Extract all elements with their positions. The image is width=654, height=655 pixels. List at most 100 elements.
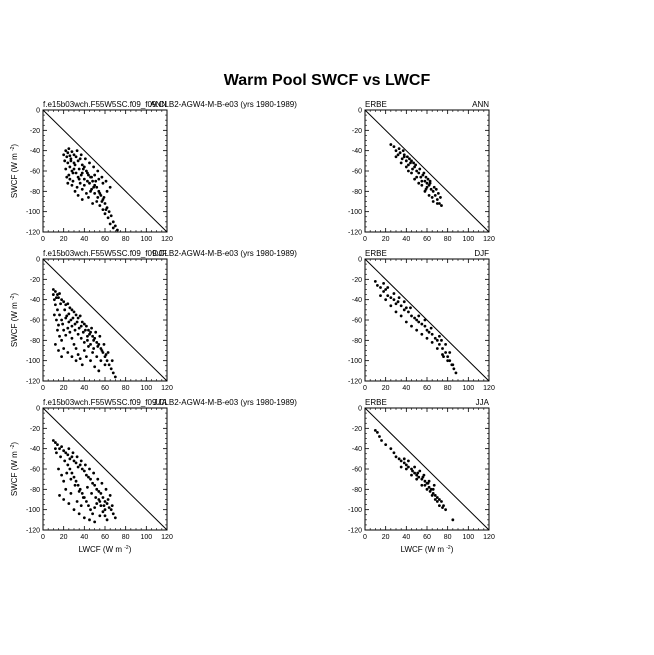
data-point: [68, 467, 72, 471]
data-point: [415, 477, 419, 481]
data-point: [414, 163, 418, 167]
data-point: [417, 181, 421, 185]
y-axis-label: SWCF (W m -2): [10, 442, 19, 497]
data-point: [399, 304, 403, 308]
data-point: [102, 504, 106, 507]
data-point: [60, 338, 63, 342]
data-point: [79, 459, 83, 463]
reference-line: [364, 258, 490, 382]
data-point: [68, 330, 72, 334]
data-point: [74, 479, 78, 483]
data-point: [432, 185, 436, 189]
data-point: [66, 181, 70, 185]
data-point: [58, 334, 61, 338]
data-point: [438, 202, 441, 205]
data-point: [75, 149, 79, 153]
y-tick-label: 0: [36, 108, 40, 115]
data-point: [71, 171, 75, 175]
data-point: [109, 367, 113, 371]
x-tick-label: 0: [363, 534, 367, 541]
data-point: [410, 473, 413, 477]
data-point: [451, 518, 455, 522]
reference-line: [42, 407, 168, 531]
data-point: [70, 336, 74, 340]
data-point: [64, 167, 68, 171]
data-point: [108, 222, 112, 226]
data-point: [108, 185, 112, 189]
y-tick-label: 0: [36, 406, 40, 413]
x-tick-label: 40: [80, 385, 88, 392]
data-point: [412, 161, 415, 165]
x-tick-label: 0: [41, 236, 45, 243]
data-point: [95, 502, 99, 505]
data-point: [75, 455, 79, 459]
data-point: [107, 506, 111, 510]
data-point: [64, 451, 68, 455]
y-tick-label: -40: [352, 148, 362, 155]
data-point: [65, 314, 69, 318]
data-point: [399, 459, 403, 463]
data-point: [384, 288, 388, 291]
data-point: [56, 328, 59, 332]
data-point: [64, 487, 68, 491]
data-point: [386, 286, 390, 289]
y-tick-label: -80: [30, 487, 40, 494]
data-point: [57, 349, 60, 352]
data-point: [416, 471, 420, 475]
data-point: [397, 457, 401, 461]
data-point: [418, 167, 422, 171]
data-point: [86, 485, 89, 489]
data-point: [423, 483, 427, 487]
data-point: [444, 343, 447, 346]
x-tick-label: 40: [402, 236, 410, 243]
x-tick-label: 40: [402, 534, 410, 541]
data-point: [379, 294, 382, 297]
y-tick-label: -60: [30, 318, 40, 325]
data-point: [425, 487, 429, 491]
data-point: [103, 514, 107, 518]
data-point: [396, 153, 400, 157]
data-point: [426, 481, 430, 485]
data-point: [109, 508, 113, 512]
data-point: [423, 324, 427, 328]
panel-left-title: ERBE: [365, 100, 387, 109]
data-point: [435, 347, 439, 350]
data-point: [94, 179, 98, 183]
data-point: [452, 367, 456, 371]
x-tick-label: 80: [122, 534, 130, 541]
data-point: [404, 159, 408, 163]
data-point: [107, 363, 111, 367]
data-point: [410, 171, 413, 175]
data-point: [76, 194, 80, 197]
data-point: [81, 496, 85, 499]
data-point: [439, 196, 442, 199]
y-tick-label: -60: [30, 467, 40, 474]
data-point: [68, 177, 72, 181]
data-point: [88, 161, 91, 165]
data-point: [113, 375, 117, 379]
data-point: [82, 516, 86, 520]
data-point: [100, 175, 104, 179]
data-point: [389, 143, 393, 146]
y-tick-label: -40: [352, 446, 362, 453]
data-point: [59, 302, 62, 306]
data-point: [394, 149, 398, 153]
data-point: [384, 443, 388, 446]
data-point: [394, 310, 398, 314]
data-point: [402, 308, 406, 312]
figure-title: Warm Pool SWCF vs LWCF: [224, 72, 431, 89]
data-point: [404, 467, 408, 471]
data-point: [104, 487, 108, 491]
data-point: [91, 481, 94, 485]
data-point: [77, 512, 81, 516]
data-point: [72, 167, 76, 171]
data-point: [60, 445, 63, 449]
data-point: [102, 196, 106, 199]
data-point: [87, 504, 90, 507]
data-point: [101, 181, 105, 185]
x-tick-label: 0: [41, 534, 45, 541]
data-point: [66, 463, 70, 467]
x-tick-label: 60: [101, 236, 109, 243]
data-point: [77, 326, 81, 330]
data-point: [58, 292, 61, 295]
